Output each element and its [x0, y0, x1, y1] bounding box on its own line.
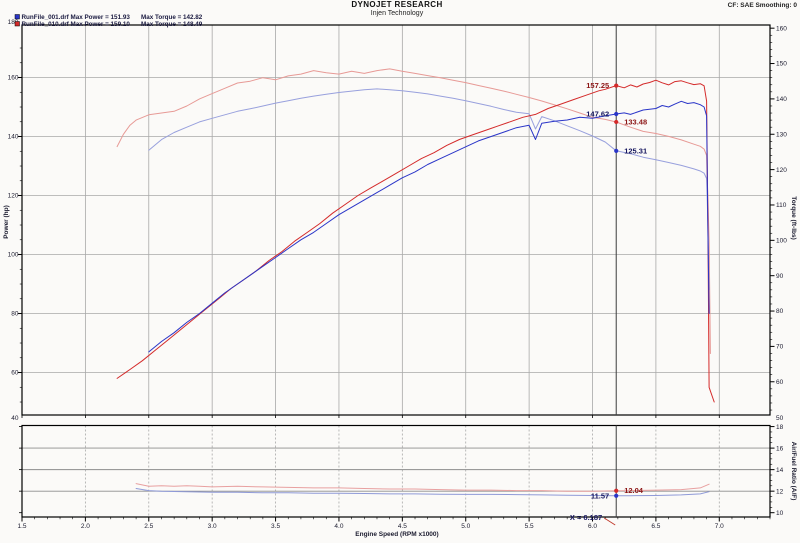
axis-tick-label: 160: [8, 75, 19, 82]
legend-run2-torque: Max Torque = 148.49: [141, 21, 203, 28]
axis-tick-label: 160: [776, 25, 787, 32]
airfuel-chart-plot[interactable]: [21, 424, 771, 518]
airfuel-curve-run1: [135, 488, 710, 497]
axis-tick-label: 6.0: [588, 523, 597, 530]
axis-tick-label: 80: [11, 311, 19, 318]
cursor-marker-dot: [614, 493, 619, 498]
axis-tick-label: 120: [776, 167, 787, 174]
cursor-x-leader-line: [603, 517, 616, 526]
axis-tick-label: 100: [8, 252, 19, 259]
axis-tick-label: 18: [776, 424, 784, 431]
legend-run2-power: RunFile_010.drf Max Power = 159.10: [22, 21, 131, 28]
legend-run1-power: RunFile_001.drf Max Power = 151.93: [22, 14, 131, 21]
header-subtitle: Injen Technology: [371, 10, 424, 17]
airfuel-curve-run2: [135, 483, 710, 492]
torque-curve-run2: [116, 68, 711, 354]
lower-grid: [22, 425, 770, 517]
axis-tick-label: 140: [8, 134, 19, 141]
axis-tick-label: 12: [776, 488, 784, 495]
axis-tick-label: 16: [776, 445, 784, 452]
axis-tick-label: 2.5: [144, 523, 153, 530]
axis-tick-label: 5.0: [461, 523, 470, 530]
airfuel-axis-title: Air/Fuel Ratio (A/F): [790, 442, 797, 501]
cursor-marker-dot: [614, 83, 619, 88]
correction-info: CF: SAE Smoothing: 0: [728, 2, 798, 9]
cursor-value-label: 125.31: [624, 146, 647, 155]
axis-tick-label: 4.5: [398, 523, 407, 530]
axis-tick-label: 130: [776, 131, 787, 138]
axis-tick-label: 7.0: [715, 523, 724, 530]
axis-ticks: [17, 27, 775, 522]
cursor-marker-dot: [614, 111, 619, 117]
legend-swatch-run2: [14, 21, 20, 27]
axis-tick-label: 180: [8, 19, 19, 26]
axis-tick-label: 5.5: [525, 523, 534, 530]
main-chart-plot[interactable]: [21, 24, 771, 416]
axis-tick-label: 80: [776, 308, 784, 315]
cursor-value-label: 133.48: [624, 117, 647, 126]
axis-tick-label: 1.5: [17, 523, 26, 530]
axis-tick-label: 50: [776, 415, 784, 422]
cursor-x-label: X = 6.187: [570, 513, 602, 522]
axis-tick-labels: 1.5 2.0 2.5 3.0 3.5 4.0 4.5 5.0 5.5 6.0 6.5 7.0 180 1…: [8, 19, 788, 530]
power-axis-title: Power (hp): [3, 205, 10, 239]
power-curve-run1: [148, 100, 710, 353]
power-curve-run2: [116, 79, 715, 403]
header-title: DYNOJET RESEARCH: [351, 0, 442, 9]
axis-tick-label: 40: [11, 415, 19, 422]
axis-tick-label: 4.0: [334, 523, 343, 530]
cursor-marker-dot: [614, 119, 619, 125]
rpm-axis-title: Engine Speed (RPM x1000): [355, 531, 438, 538]
chart-generated-content: 1.5 2.0 2.5 3.0 3.5 4.0 4.5 5.0 5.5 6.0 6.5 7.0 180 1…: [8, 19, 788, 530]
axis-tick-label: 3.5: [271, 523, 280, 530]
cursor-value-label: 11.57: [591, 491, 609, 500]
axis-tick-label: 10: [776, 510, 784, 517]
axis-tick-label: 6.5: [651, 523, 660, 530]
torque-curve-run1: [148, 88, 710, 291]
legend-swatch-run1: [14, 14, 20, 20]
axis-tick-label: 60: [776, 379, 784, 386]
main-grid: [22, 25, 770, 415]
cursor-value-label: 147.62: [586, 110, 609, 119]
axis-tick-label: 140: [776, 96, 787, 103]
cursor-value-label: 12.04: [624, 486, 644, 495]
axis-tick-label: 3.0: [208, 523, 217, 530]
legend-run1-torque: Max Torque = 142.82: [141, 14, 203, 21]
axis-tick-label: 60: [11, 370, 19, 377]
axis-tick-label: 120: [8, 193, 19, 200]
cursor-marker-dot: [614, 148, 619, 153]
cursor-value-label: 157.25: [586, 81, 609, 90]
cursor-marker-dot: [614, 488, 619, 493]
axis-tick-label: 2.0: [81, 523, 90, 530]
legend: RunFile_001.drf Max Power = 151.93 Max T…: [14, 14, 203, 28]
axis-tick-label: 150: [776, 61, 787, 68]
axis-tick-label: 100: [776, 238, 787, 245]
axis-tick-label: 14: [776, 467, 784, 474]
axis-tick-label: 110: [776, 202, 787, 209]
axis-tick-label: 90: [776, 273, 784, 280]
torque-axis-title: Torque (ft-lbs): [790, 196, 797, 240]
axis-tick-label: 70: [776, 344, 784, 351]
